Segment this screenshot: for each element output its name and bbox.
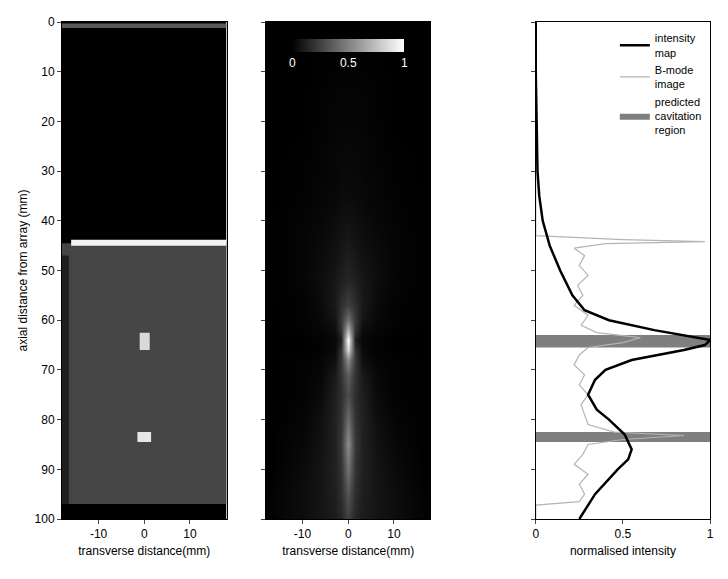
svg-text:1: 1 [401, 56, 408, 70]
svg-text:B-modeimage: B-modeimage [655, 64, 694, 90]
svg-text:0: 0 [345, 527, 352, 541]
svg-text:40: 40 [41, 214, 55, 228]
svg-text:0: 0 [141, 527, 148, 541]
svg-text:20: 20 [41, 115, 55, 129]
svg-text:-10: -10 [294, 527, 312, 541]
svg-text:transverse distance(mm): transverse distance(mm) [78, 544, 210, 558]
svg-text:10: 10 [41, 65, 55, 79]
svg-text:0: 0 [48, 15, 55, 29]
svg-text:10: 10 [183, 527, 197, 541]
svg-text:predictedcavitationregion: predictedcavitationregion [655, 96, 701, 137]
svg-text:intensitymap: intensitymap [655, 32, 696, 58]
svg-text:50: 50 [41, 264, 55, 278]
svg-text:30: 30 [41, 164, 55, 178]
svg-text:70: 70 [41, 363, 55, 377]
svg-text:10: 10 [387, 527, 401, 541]
svg-text:0.5: 0.5 [615, 527, 632, 541]
svg-text:90: 90 [41, 463, 55, 477]
svg-text:transverse distance(mm): transverse distance(mm) [282, 544, 414, 558]
svg-text:1: 1 [707, 527, 714, 541]
svg-text:normalised intensity: normalised intensity [570, 544, 676, 558]
svg-text:60: 60 [41, 313, 55, 327]
svg-text:80: 80 [41, 413, 55, 427]
svg-text:-10: -10 [90, 527, 108, 541]
svg-text:0: 0 [532, 527, 539, 541]
svg-text:0: 0 [289, 56, 296, 70]
svg-text:axial distance from array (mm): axial distance from array (mm) [16, 189, 30, 351]
svg-text:0.5: 0.5 [340, 56, 357, 70]
svg-text:100: 100 [35, 512, 55, 526]
